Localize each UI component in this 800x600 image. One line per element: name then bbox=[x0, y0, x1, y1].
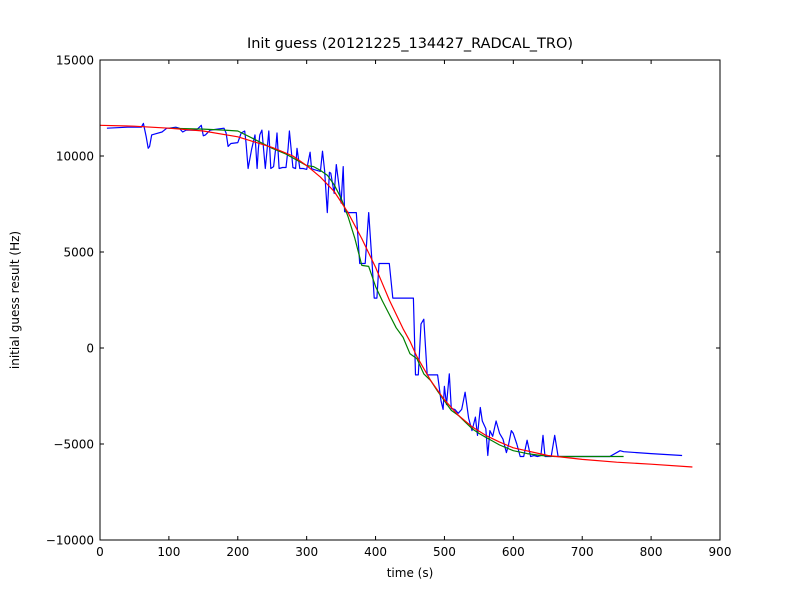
x-tick-label: 0 bbox=[96, 545, 104, 559]
x-axis-label: time (s) bbox=[387, 566, 434, 580]
x-tick-label: 200 bbox=[226, 545, 249, 559]
y-tick-label: 0 bbox=[86, 342, 94, 356]
x-tick-label: 400 bbox=[364, 545, 387, 559]
x-tick-label: 300 bbox=[295, 545, 318, 559]
x-tick-label: 700 bbox=[571, 545, 594, 559]
ticks-layer: 0 100 200 300 400 500 600 700 800 900 −10000 −5000 0… bbox=[46, 54, 732, 560]
series-line-0 bbox=[106, 122, 683, 458]
y-tick-label: −10000 bbox=[46, 534, 94, 548]
x-tick-label: 500 bbox=[433, 545, 456, 559]
y-axis-label: initial guess result (Hz) bbox=[8, 231, 22, 369]
y-tick-label: 15000 bbox=[56, 54, 94, 68]
plot-area bbox=[100, 60, 720, 540]
y-tick-label: 10000 bbox=[56, 150, 94, 164]
x-tick-label: 600 bbox=[502, 545, 525, 559]
y-tick-label: 5000 bbox=[63, 246, 94, 260]
series-layer bbox=[100, 122, 693, 468]
chart-title: Init guess (20121225_134427_RADCAL_TRO) bbox=[247, 36, 573, 52]
plot-frame bbox=[99, 59, 721, 541]
series-line-2 bbox=[100, 124, 693, 468]
x-tick-label: 800 bbox=[640, 545, 663, 559]
y-tick-label: −5000 bbox=[53, 438, 94, 452]
x-tick-label: 900 bbox=[709, 545, 732, 559]
x-tick-label: 100 bbox=[157, 545, 180, 559]
